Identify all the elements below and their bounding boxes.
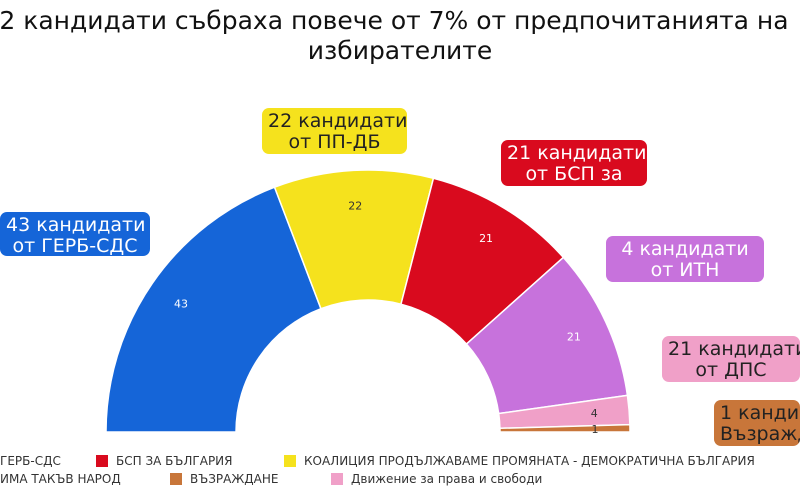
slice-label-0: 43 [174,297,188,310]
callout-line1: 21 кандидати [668,338,800,360]
legend-swatch [284,455,296,467]
chart-title-line2: избирателите [307,36,493,65]
callout-3: 4 кандидати от ИТН [606,236,764,282]
callout-4: 21 кандидати от ДПС [662,336,800,382]
callout-0: 43 кандидати от ГЕРБ-СДС [0,212,150,256]
legend-swatch [96,455,108,467]
slice-label-1: 22 [348,199,362,212]
chart-title-line1: 2 кандидати събраха повече от 7% от пред… [0,6,789,35]
callout-2: 21 кандидати от БСП за [501,140,647,186]
chart-title: 2 кандидати събраха повече от 7% от пред… [0,6,800,66]
legend-item-0: ГЕРБ-СДС [0,452,61,470]
legend-label: ВЪЗРАЖДАНЕ [190,472,279,486]
callout-line2: от БСП за [525,163,623,185]
slice-label-4: 4 [591,407,598,420]
callout-line2: от ДПС [695,359,767,381]
callout-line1: 1 кандидат [720,402,800,424]
slice-label-3: 21 [567,330,581,343]
callout-line2: от ПП-ДБ [288,131,381,153]
callout-1: 22 кандидати от ПП-ДБ [262,108,407,154]
legend-label: КОАЛИЦИЯ ПРОДЪЛЖАВАМЕ ПРОМЯНАТА - ДЕМОКР… [304,454,755,468]
callout-line2: Възраждане [720,423,800,445]
callout-line1: 4 кандидати [621,238,749,260]
callout-line2: от ИТН [650,259,720,281]
callout-line1: 22 кандидати [268,110,407,132]
legend-swatch [331,473,343,485]
slice-label-2: 21 [479,232,493,245]
slice-5 [499,423,631,433]
legend-item-2: КОАЛИЦИЯ ПРОДЪЛЖАВАМЕ ПРОМЯНАТА - ДЕМОКР… [284,452,755,470]
legend: ГЕРБ-СДС БСП ЗА БЪЛГАРИЯ КОАЛИЦИЯ ПРОДЪЛЖА… [0,452,800,496]
callout-line2: от ГЕРБ-СДС [12,235,138,257]
slice-label-5: 1 [591,423,598,436]
legend-label: Движение за права и свободи [351,472,543,486]
legend-item-5: Движение за права и свободи [331,470,542,488]
legend-label: ИМА ТАКЪВ НАРОД [0,472,121,486]
legend-swatch [170,473,182,485]
callout-line1: 21 кандидати [507,142,647,164]
callout-5: 1 кандидатВъзраждане [714,400,800,446]
callout-line1: 43 кандидати [6,214,146,236]
legend-label: БСП ЗА БЪЛГАРИЯ [116,454,233,468]
legend-item-3: ИМА ТАКЪВ НАРОД [0,470,121,488]
slice-0 [105,186,322,433]
legend-item-4: ВЪЗРАЖДАНЕ [170,470,278,488]
legend-item-1: БСП ЗА БЪЛГАРИЯ [96,452,233,470]
legend-label: ГЕРБ-СДС [0,454,61,468]
